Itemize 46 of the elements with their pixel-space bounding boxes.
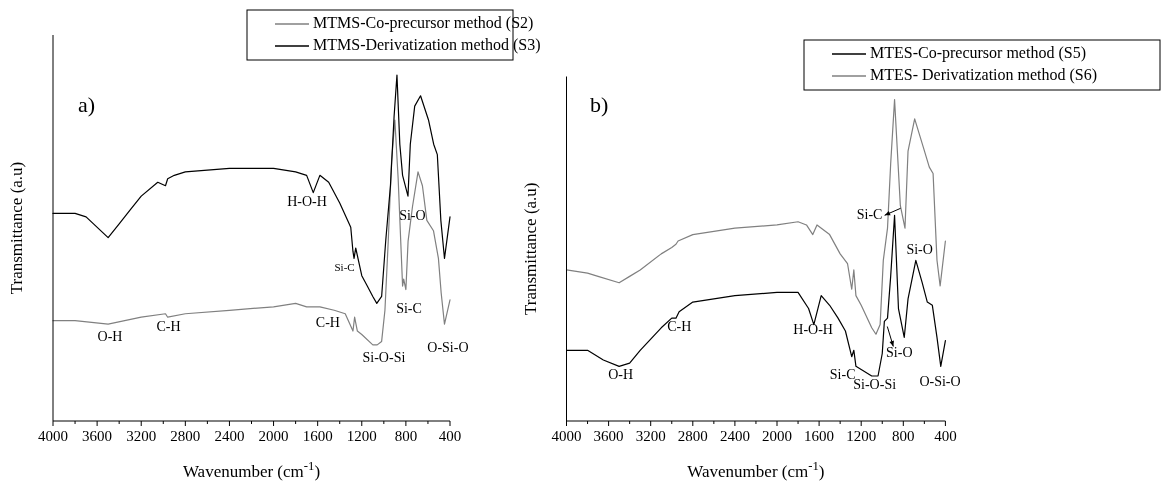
annotation: C-H — [667, 319, 692, 335]
annotation: Si-O-Si — [362, 349, 406, 365]
text: a) — [78, 92, 96, 117]
annotation: H-O-H — [287, 194, 327, 210]
x-axis-title: Wavenumber (cm$^{-1}$) — [687, 459, 825, 481]
annotation: O-H — [608, 367, 634, 383]
annotation: Si-O — [399, 208, 426, 224]
x-tick-label: 3200 — [635, 428, 666, 444]
x-tick-label: 2400 — [214, 428, 245, 444]
annotation: C-H — [156, 318, 181, 334]
x-axis-title: Wavenumber (cm$^{-1}$) — [182, 459, 321, 481]
annotation: H-O-H — [793, 322, 833, 338]
x-tick-label: 4000 — [38, 428, 68, 444]
x-tick-label: 800 — [892, 428, 915, 444]
y-axis-title: Transmittance (a.u) — [7, 161, 26, 295]
x-tick-label: 800 — [394, 428, 418, 444]
annotation: Si-C — [334, 261, 355, 274]
x-tick-label: 2800 — [677, 428, 708, 444]
x-tick-label: 1600 — [302, 428, 333, 444]
x-tick-label: 3600 — [593, 428, 624, 444]
y-axis-title: Transmittance (a.u) — [521, 182, 540, 316]
annotation: O-Si-O — [919, 373, 961, 389]
x-tick-label: 3200 — [126, 428, 157, 444]
legend-label: MTES-Co-precursor method (S5) — [870, 43, 1086, 62]
x-tick-label: 400 — [438, 428, 462, 444]
annotation: Si-C — [396, 301, 422, 317]
x-tick-label: 3600 — [82, 428, 113, 444]
legend-label: MTMS-Derivatization method (S3) — [313, 35, 541, 54]
annotation: C-H — [315, 315, 340, 331]
legend-label: MTES- Derivatization method (S6) — [870, 65, 1098, 84]
annotation: O-H — [97, 329, 123, 345]
x-tick-label: 1200 — [846, 428, 877, 444]
x-tick-label: 2000 — [258, 428, 289, 444]
annotation: Si-C — [856, 206, 883, 222]
annotation: O-Si-O — [427, 339, 469, 355]
legend-label: MTMS-Co-precursor method (S2) — [313, 13, 534, 32]
x-tick-label: 2000 — [762, 428, 792, 444]
x-tick-label: 4000 — [551, 428, 582, 444]
x-tick-label: 1200 — [346, 428, 377, 444]
chart-title: b) — [590, 92, 609, 117]
x-tick-label: 2800 — [170, 428, 201, 444]
x-tick-label: 400 — [934, 428, 957, 444]
x-tick-label: 1600 — [804, 428, 835, 444]
annotation: Si-O — [886, 344, 913, 360]
x-tick-label: 2400 — [719, 428, 750, 444]
annotation: Si-O — [906, 241, 933, 257]
